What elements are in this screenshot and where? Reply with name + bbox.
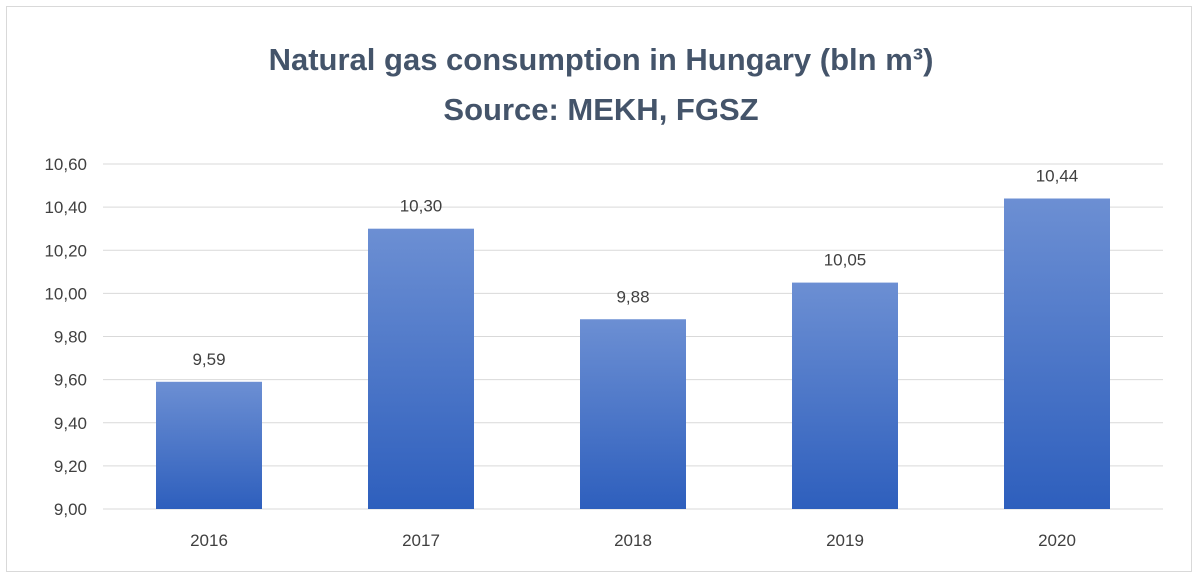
data-label: 10,05 (824, 251, 867, 270)
bars (156, 198, 1110, 509)
chart-subtitle: Source: MEKH, FGSZ (443, 92, 758, 127)
bar-2018 (580, 319, 686, 509)
y-tick-label: 10,00 (44, 284, 87, 303)
data-label: 10,30 (400, 197, 443, 216)
bar-chart: Natural gas consumption in Hungary (bln … (44, 42, 1163, 550)
y-tick-label: 9,40 (54, 414, 87, 433)
x-tick-label: 2019 (826, 531, 864, 550)
y-tick-label: 9,60 (54, 371, 87, 390)
data-label: 10,44 (1036, 167, 1079, 186)
x-tick-label: 2020 (1038, 531, 1076, 550)
x-tick-label: 2017 (402, 531, 440, 550)
bar-2020 (1004, 198, 1110, 509)
bar-2019 (792, 282, 898, 509)
chart-title: Natural gas consumption in Hungary (bln … (269, 42, 934, 77)
y-tick-label: 9,80 (54, 328, 87, 347)
x-tick-label: 2016 (190, 531, 228, 550)
data-label: 9,59 (192, 350, 225, 369)
y-tick-label: 10,40 (44, 198, 87, 217)
x-axis-ticks: 2016 2017 2018 2019 2020 (190, 531, 1076, 550)
bar-2017 (368, 228, 474, 509)
data-labels: 9,59 10,30 9,88 10,05 10,44 (192, 167, 1078, 369)
y-tick-label: 9,20 (54, 457, 87, 476)
y-tick-label: 10,60 (44, 155, 87, 174)
x-tick-label: 2018 (614, 531, 652, 550)
y-tick-label: 9,00 (54, 500, 87, 519)
y-tick-label: 10,20 (44, 241, 87, 260)
chart-frame: Natural gas consumption in Hungary (bln … (6, 6, 1192, 572)
data-label: 9,88 (616, 287, 649, 306)
bar-2016 (156, 381, 262, 509)
y-axis-ticks: 9,00 9,20 9,40 9,60 9,80 10,00 10,20 10,40 10,60 (44, 155, 87, 519)
